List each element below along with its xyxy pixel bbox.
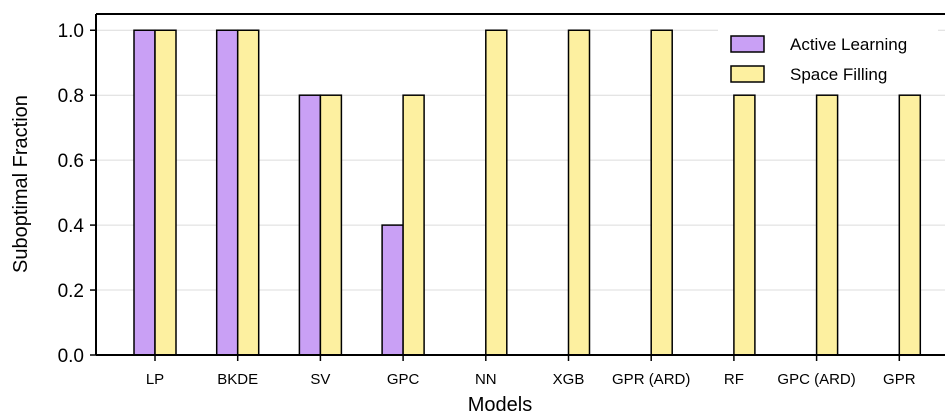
bar-active-learning bbox=[215, 29, 239, 356]
bar-space-filling bbox=[898, 94, 922, 356]
bar-space-filling bbox=[236, 29, 260, 356]
x-tick-label: SV bbox=[310, 371, 330, 388]
y-tick-label: 0.2 bbox=[58, 281, 84, 302]
x-tick-label: GPR bbox=[883, 371, 916, 388]
legend-label-space-filling: Space Filling bbox=[790, 65, 887, 84]
x-tick-label: GPC bbox=[387, 371, 420, 388]
bar-space-filling bbox=[733, 94, 756, 356]
bar-active-learning bbox=[133, 29, 156, 356]
x-tick-label: GPR (ARD) bbox=[612, 371, 690, 388]
bar-space-filling bbox=[815, 94, 839, 356]
y-axis-title: Suboptimal Fraction bbox=[10, 95, 32, 273]
legend-swatch-active-learning bbox=[730, 35, 765, 53]
bar-active-learning bbox=[298, 94, 322, 356]
bar-space-filling bbox=[567, 29, 591, 356]
x-tick-label: BKDE bbox=[217, 371, 258, 388]
y-tick-label: 0.8 bbox=[58, 86, 84, 107]
x-tick-label: RF bbox=[724, 371, 744, 388]
bar-space-filling bbox=[485, 29, 508, 356]
legend: Active Learning Space Filling bbox=[718, 24, 938, 94]
bar-space-filling bbox=[319, 94, 343, 356]
x-tick-label: LP bbox=[146, 371, 164, 388]
legend-swatch-space-filling bbox=[730, 65, 765, 83]
x-tick-label: NN bbox=[475, 371, 497, 388]
x-tick-label: XGB bbox=[553, 371, 585, 388]
legend-label-active-learning: Active Learning bbox=[790, 35, 907, 54]
x-tick-label: GPC (ARD) bbox=[777, 371, 855, 388]
y-tick-label: 0.6 bbox=[58, 151, 84, 172]
y-tick-label: 0.4 bbox=[58, 216, 85, 237]
bar-space-filling bbox=[402, 94, 425, 356]
x-ticks: LP BKDE SV GPC NN XGB GPR (ARD) RF GPC (ARD) GPR bbox=[146, 355, 916, 388]
x-axis-title: Models bbox=[468, 394, 532, 415]
bar-space-filling bbox=[154, 29, 177, 356]
y-tick-label: 0.0 bbox=[58, 346, 84, 367]
y-tick-label: 1.0 bbox=[58, 21, 84, 42]
y-ticks: 0.0 0.2 0.4 0.6 0.8 1.0 bbox=[58, 21, 96, 367]
bar-space-filling bbox=[650, 29, 673, 356]
bar-active-learning bbox=[381, 224, 404, 356]
